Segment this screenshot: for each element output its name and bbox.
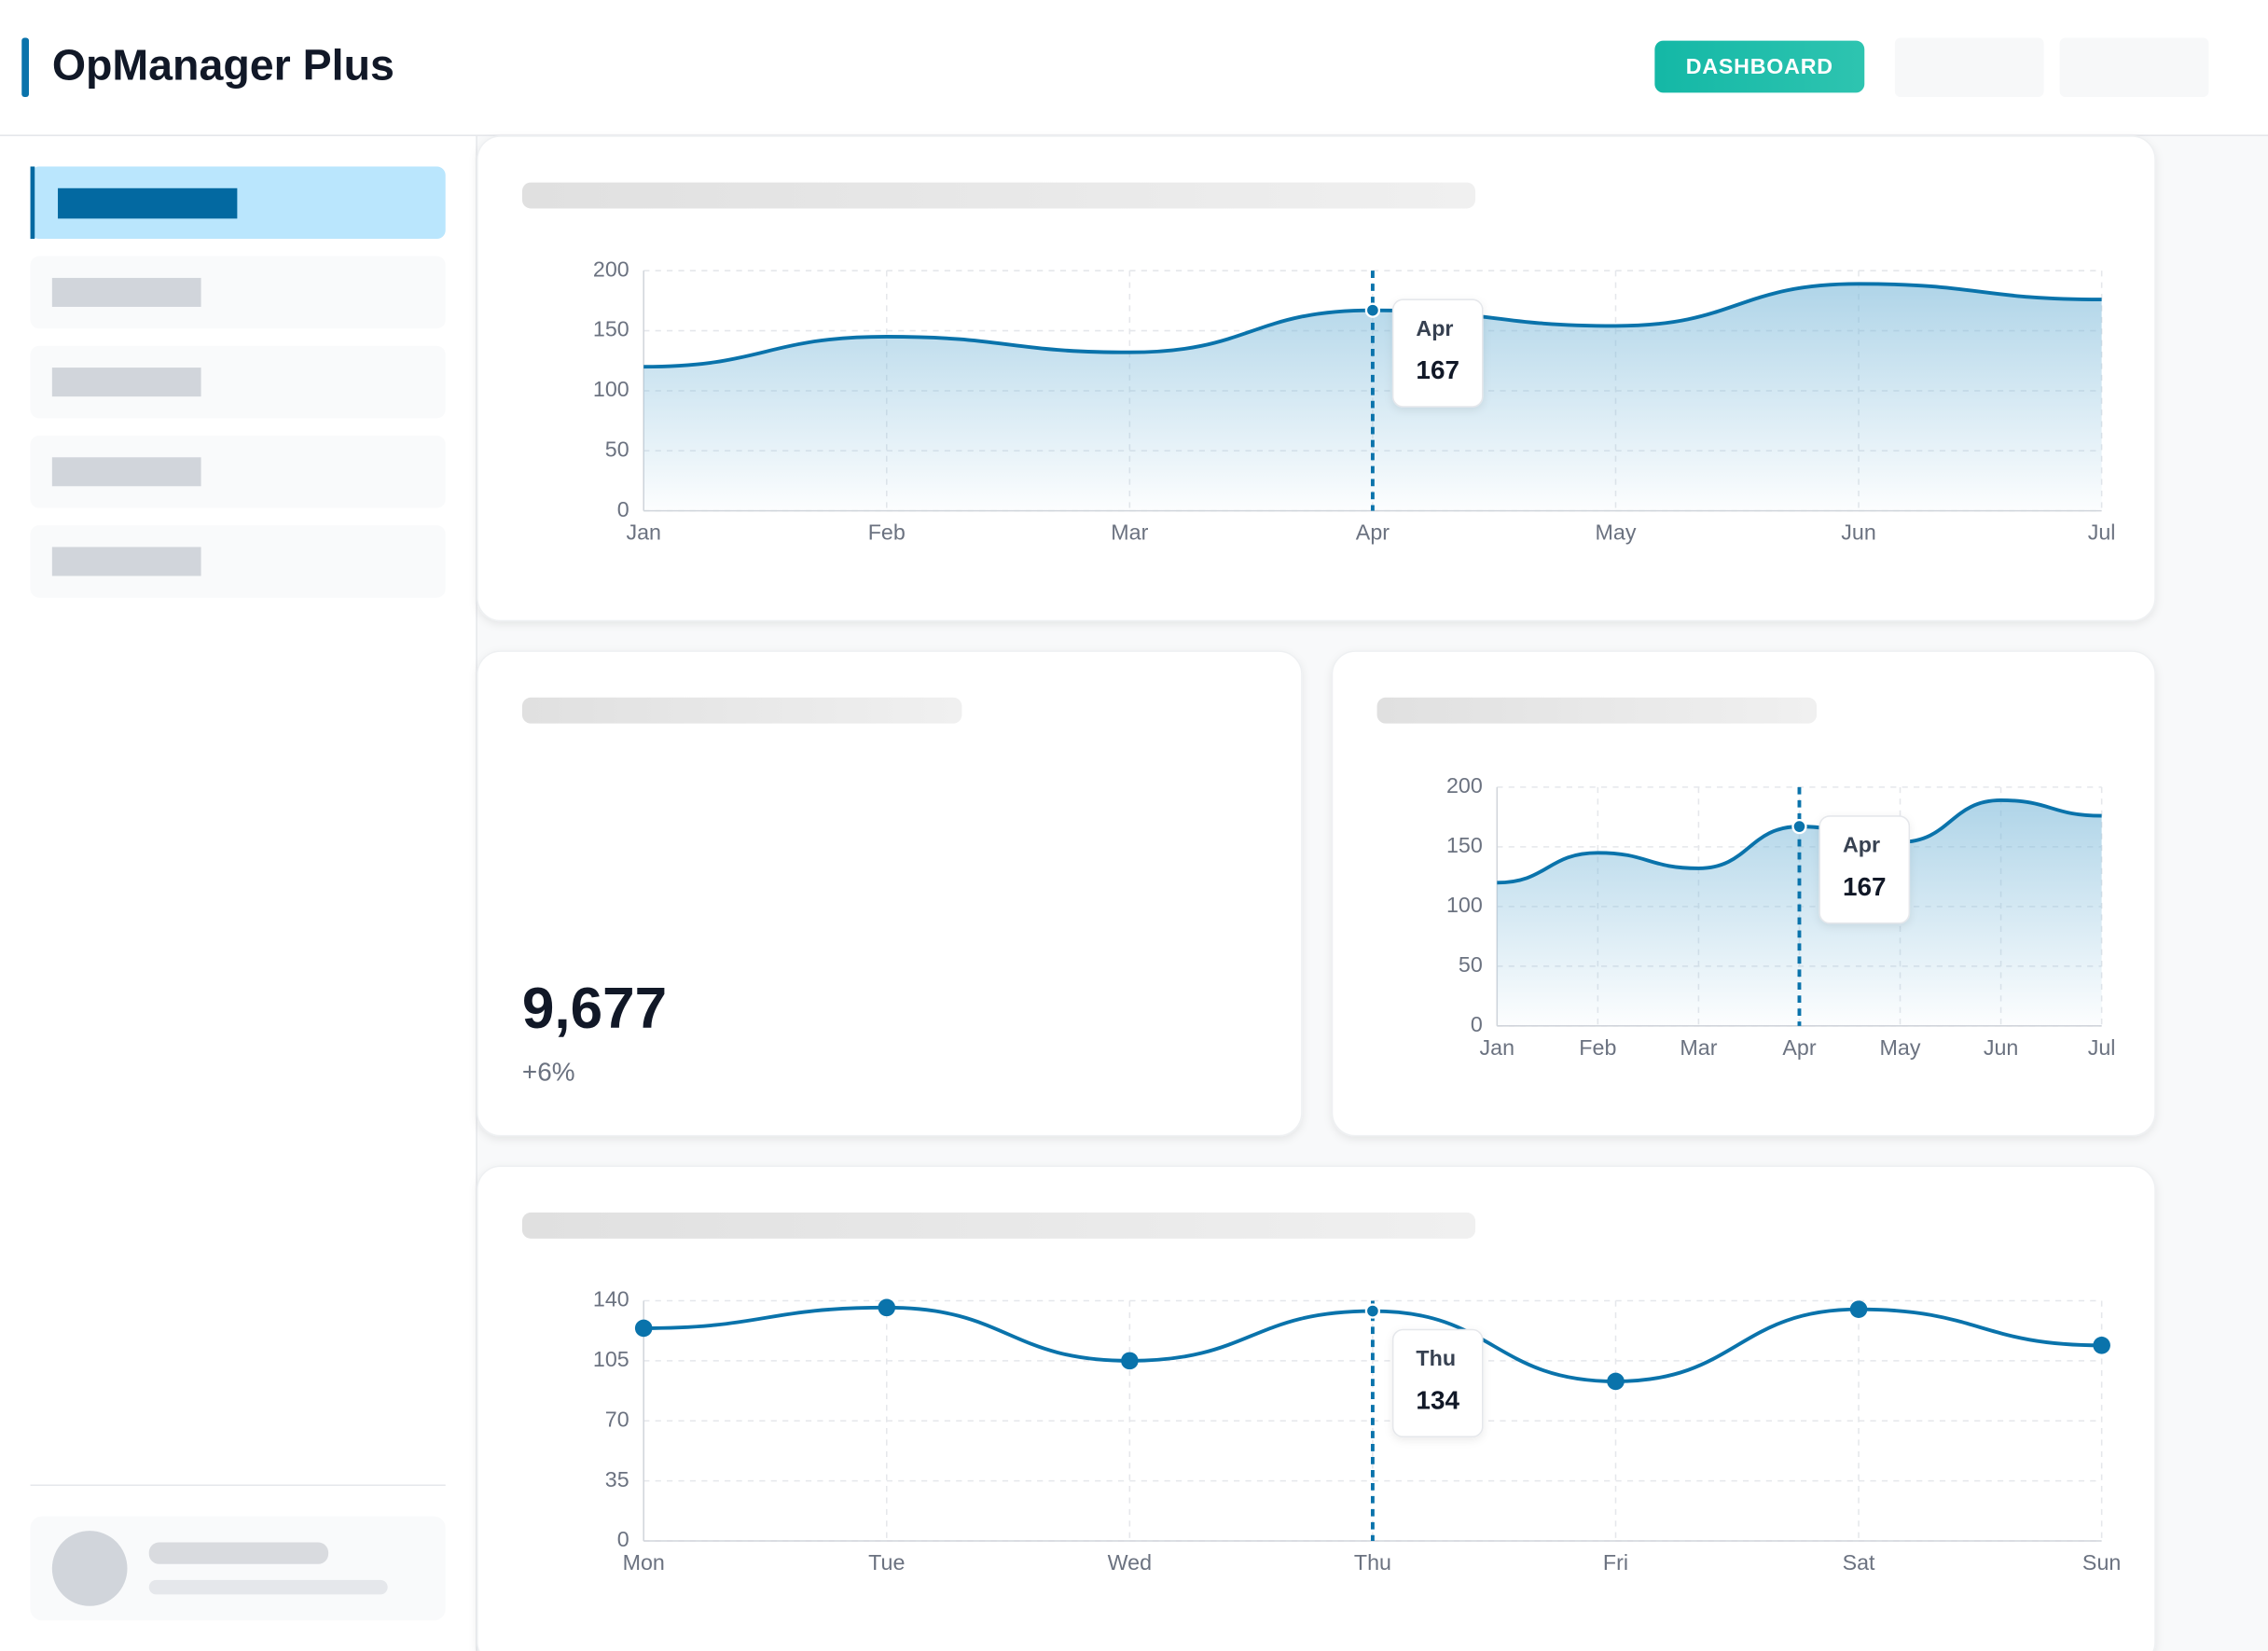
stat-value: 9,677 — [522, 977, 667, 1041]
card-title-skeleton — [521, 182, 1476, 209]
y-tick-label: 100 — [593, 377, 629, 401]
nav-item[interactable] — [30, 436, 446, 508]
x-tick-label: Wed — [1108, 1550, 1152, 1575]
y-tick-label: 70 — [605, 1407, 629, 1431]
nav-item[interactable] — [30, 525, 446, 598]
tooltip-label: Thu — [1416, 1346, 1456, 1370]
x-tick-label: Mar — [1680, 1035, 1717, 1060]
stat-change: +6% — [522, 1057, 575, 1086]
y-tick-label: 150 — [593, 317, 629, 341]
title-accent — [21, 37, 30, 98]
nav-item-skeleton — [51, 368, 201, 397]
tooltip-label: Apr — [1416, 316, 1453, 340]
y-tick-label: 200 — [593, 257, 629, 281]
app-title: OpManager Plus — [52, 40, 394, 89]
x-tick-label: May — [1596, 520, 1637, 545]
nav-label[interactable]: DASHBOARD — [1686, 54, 1833, 78]
x-tick-label: Mar — [1111, 520, 1148, 545]
x-tick-label: Jan — [626, 520, 661, 545]
nav-placeholder[interactable] — [1894, 37, 2044, 98]
x-tick-label: Tue — [868, 1550, 905, 1575]
y-tick-label: 150 — [1446, 833, 1483, 857]
tooltip-value: 134 — [1416, 1385, 1459, 1414]
card — [477, 1165, 2156, 1651]
active-marker — [30, 166, 35, 240]
hover-point — [1364, 1303, 1381, 1319]
card-title-skeleton — [521, 1212, 1476, 1239]
nav-item[interactable] — [30, 256, 446, 329]
point — [1121, 1352, 1139, 1370]
point — [1849, 1300, 1868, 1319]
nav-button[interactable] — [1654, 40, 1865, 93]
y-tick-label: 0 — [617, 1527, 629, 1551]
x-tick-label: Jun — [1841, 520, 1876, 545]
tooltip — [1391, 298, 1484, 408]
y-tick-label: 35 — [605, 1467, 629, 1491]
hover-point — [1364, 302, 1381, 318]
x-tick-label: Mon — [623, 1550, 665, 1575]
y-tick-label: 50 — [1459, 952, 1483, 977]
profile-skeleton — [148, 1542, 329, 1564]
profile-skeleton — [148, 1579, 388, 1595]
tooltip — [1819, 815, 1911, 924]
x-tick-label: Feb — [868, 520, 906, 545]
area — [643, 284, 2102, 511]
y-tick-label: 140 — [593, 1287, 629, 1311]
nav-item-skeleton — [51, 277, 201, 307]
area — [1497, 799, 2102, 1026]
y-tick-label: 200 — [1446, 773, 1483, 798]
point — [878, 1298, 896, 1317]
card-title-skeleton — [1376, 697, 1818, 724]
nav-item-skeleton — [51, 547, 201, 576]
x-tick-label: Sun — [2082, 1550, 2121, 1575]
avatar — [51, 1531, 128, 1606]
point — [634, 1319, 653, 1338]
x-tick-label: Apr — [1782, 1035, 1816, 1060]
x-tick-label: Feb — [1579, 1035, 1616, 1060]
hover-point — [1791, 818, 1807, 835]
y-tick-label: 0 — [1471, 1012, 1483, 1036]
point — [1607, 1372, 1625, 1391]
x-tick-label: Jul — [2088, 520, 2116, 545]
nav-item-active[interactable] — [30, 166, 446, 240]
x-tick-label: Thu — [1354, 1550, 1391, 1575]
y-tick-label: 50 — [605, 437, 629, 461]
x-tick-label: Fri — [1603, 1550, 1628, 1575]
x-tick-label: Jun — [1984, 1035, 2019, 1060]
y-tick-label: 100 — [1446, 893, 1483, 917]
tooltip — [1391, 1328, 1484, 1438]
card-title-skeleton — [521, 697, 962, 724]
nav-item-skeleton — [51, 457, 201, 487]
x-tick-label: Apr — [1356, 520, 1390, 545]
tooltip-label: Apr — [1843, 833, 1880, 857]
card — [477, 650, 1303, 1137]
x-tick-label: Jan — [1480, 1035, 1515, 1060]
nav-item[interactable] — [30, 345, 446, 419]
nav-placeholder[interactable] — [2059, 37, 2209, 98]
y-tick-label: 0 — [617, 497, 629, 521]
y-tick-label: 105 — [593, 1347, 629, 1371]
x-tick-label: May — [1880, 1035, 1921, 1060]
tooltip-value: 167 — [1416, 355, 1459, 384]
x-tick-label: Jul — [2088, 1035, 2116, 1060]
tooltip-value: 167 — [1843, 872, 1887, 901]
point — [2093, 1337, 2110, 1354]
x-tick-label: Sat — [1843, 1550, 1875, 1575]
nav-item-skeleton — [58, 187, 238, 219]
